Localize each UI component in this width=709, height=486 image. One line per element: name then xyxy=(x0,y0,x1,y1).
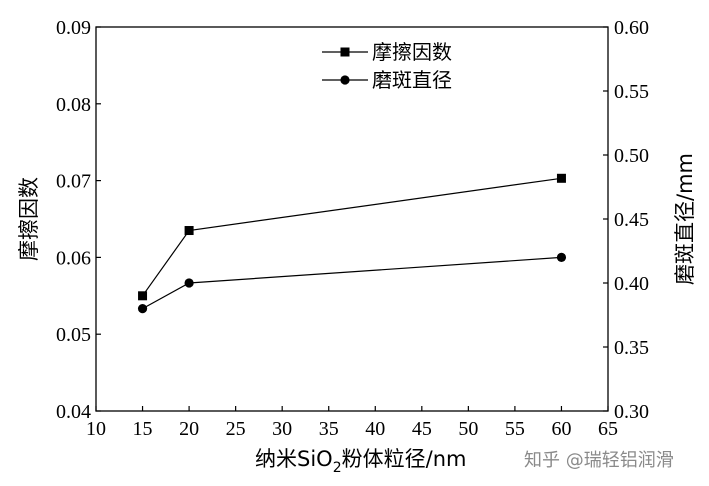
x-axis-title-prefix: 纳米SiO xyxy=(255,447,333,471)
plot-frame xyxy=(95,26,609,412)
y-right-tick-label: 0.35 xyxy=(614,337,649,359)
data-point-circle xyxy=(556,252,567,262)
series-line-1 xyxy=(142,177,562,297)
y-left-tick-label: 0.08 xyxy=(56,94,91,116)
x-tick-label: 25 xyxy=(226,418,246,440)
y-left-tick-label: 0.09 xyxy=(56,17,91,39)
x-tick-label: 20 xyxy=(179,418,199,440)
x-tick-label: 10 xyxy=(86,418,106,440)
x-tick-label: 65 xyxy=(598,418,618,440)
x-axis-title: 纳米SiO2粉体粒径/nm xyxy=(255,447,466,476)
legend-label-2: 磨斑直径 xyxy=(372,68,452,92)
y-left-axis-title: 摩擦因数 xyxy=(17,177,41,261)
legend: 摩擦因数 磨斑直径 xyxy=(322,40,452,92)
x-axis-title-suffix: 粉体粒径/nm xyxy=(342,447,467,471)
data-point-circle xyxy=(137,304,148,314)
y-left-tick-label: 0.07 xyxy=(56,171,91,193)
y-right-axis-ticks: 0.30 0.35 0.40 0.45 0.50 0.55 0.60 xyxy=(603,17,649,423)
y-right-tick-label: 0.60 xyxy=(614,17,649,39)
x-axis-title-subscript: 2 xyxy=(333,460,342,476)
y-right-tick-label: 0.40 xyxy=(614,273,649,295)
watermark: 知乎 @瑞轻铝润滑 xyxy=(524,450,674,471)
x-tick-label: 60 xyxy=(551,418,571,440)
y-right-tick-label: 0.50 xyxy=(614,145,649,167)
x-tick-label: 30 xyxy=(272,418,292,440)
data-point-square xyxy=(138,291,148,301)
x-tick-label: 40 xyxy=(365,418,385,440)
legend-label-1: 摩擦因数 xyxy=(372,40,452,64)
x-axis-ticks: 10 15 20 25 30 35 40 45 50 55 60 65 xyxy=(86,406,618,440)
y-right-axis-title: 磨斑直径/mm xyxy=(673,153,697,285)
x-tick-label: 45 xyxy=(412,418,432,440)
data-point-circle xyxy=(184,278,194,288)
y-left-tick-label: 0.04 xyxy=(56,401,91,423)
x-tick-label: 55 xyxy=(505,418,525,440)
y-left-axis-ticks: 0.04 0.05 0.06 0.07 0.08 0.09 xyxy=(56,17,101,423)
y-left-tick-label: 0.06 xyxy=(56,247,91,269)
legend-circle-marker xyxy=(340,75,350,85)
y-left-tick-label: 0.05 xyxy=(56,324,91,346)
data-point-square xyxy=(184,226,194,236)
legend-square-marker xyxy=(340,47,350,57)
y-right-tick-label: 0.45 xyxy=(614,209,649,231)
y-right-tick-label: 0.30 xyxy=(614,401,649,423)
x-tick-label: 15 xyxy=(133,418,153,440)
series-layer xyxy=(137,173,567,314)
x-tick-label: 50 xyxy=(458,418,478,440)
x-tick-label: 35 xyxy=(319,418,339,440)
data-point-square xyxy=(556,173,566,183)
y-right-tick-label: 0.55 xyxy=(614,81,649,103)
series-line-2 xyxy=(142,256,562,310)
